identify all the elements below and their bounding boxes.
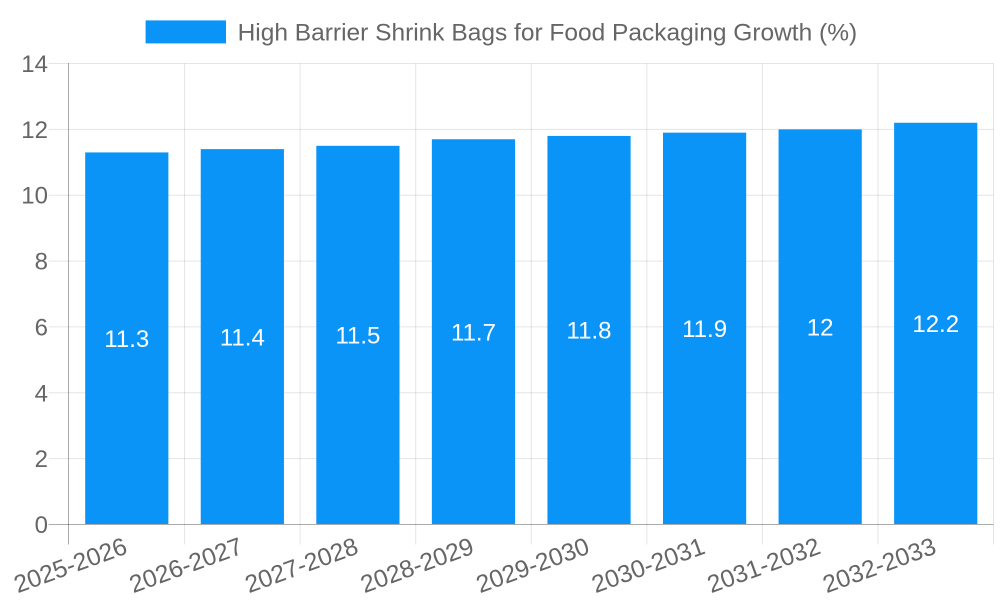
svg-text:0: 0 [35, 512, 48, 539]
svg-text:14: 14 [21, 51, 48, 78]
svg-text:12: 12 [21, 117, 48, 144]
svg-text:2: 2 [35, 446, 48, 473]
svg-text:10: 10 [21, 183, 48, 210]
svg-text:High Barrier Shrink Bags for F: High Barrier Shrink Bags for Food Packag… [238, 19, 858, 46]
svg-text:4: 4 [35, 380, 48, 407]
svg-text:12: 12 [807, 314, 834, 341]
svg-text:11.3: 11.3 [104, 326, 149, 353]
svg-text:11.5: 11.5 [335, 323, 380, 350]
svg-text:11.8: 11.8 [567, 318, 612, 345]
svg-text:12.2: 12.2 [912, 311, 959, 338]
svg-text:8: 8 [35, 249, 48, 276]
svg-text:11.7: 11.7 [451, 319, 496, 346]
svg-text:6: 6 [35, 314, 48, 341]
svg-text:11.4: 11.4 [220, 324, 265, 351]
svg-text:11.9: 11.9 [682, 316, 727, 343]
